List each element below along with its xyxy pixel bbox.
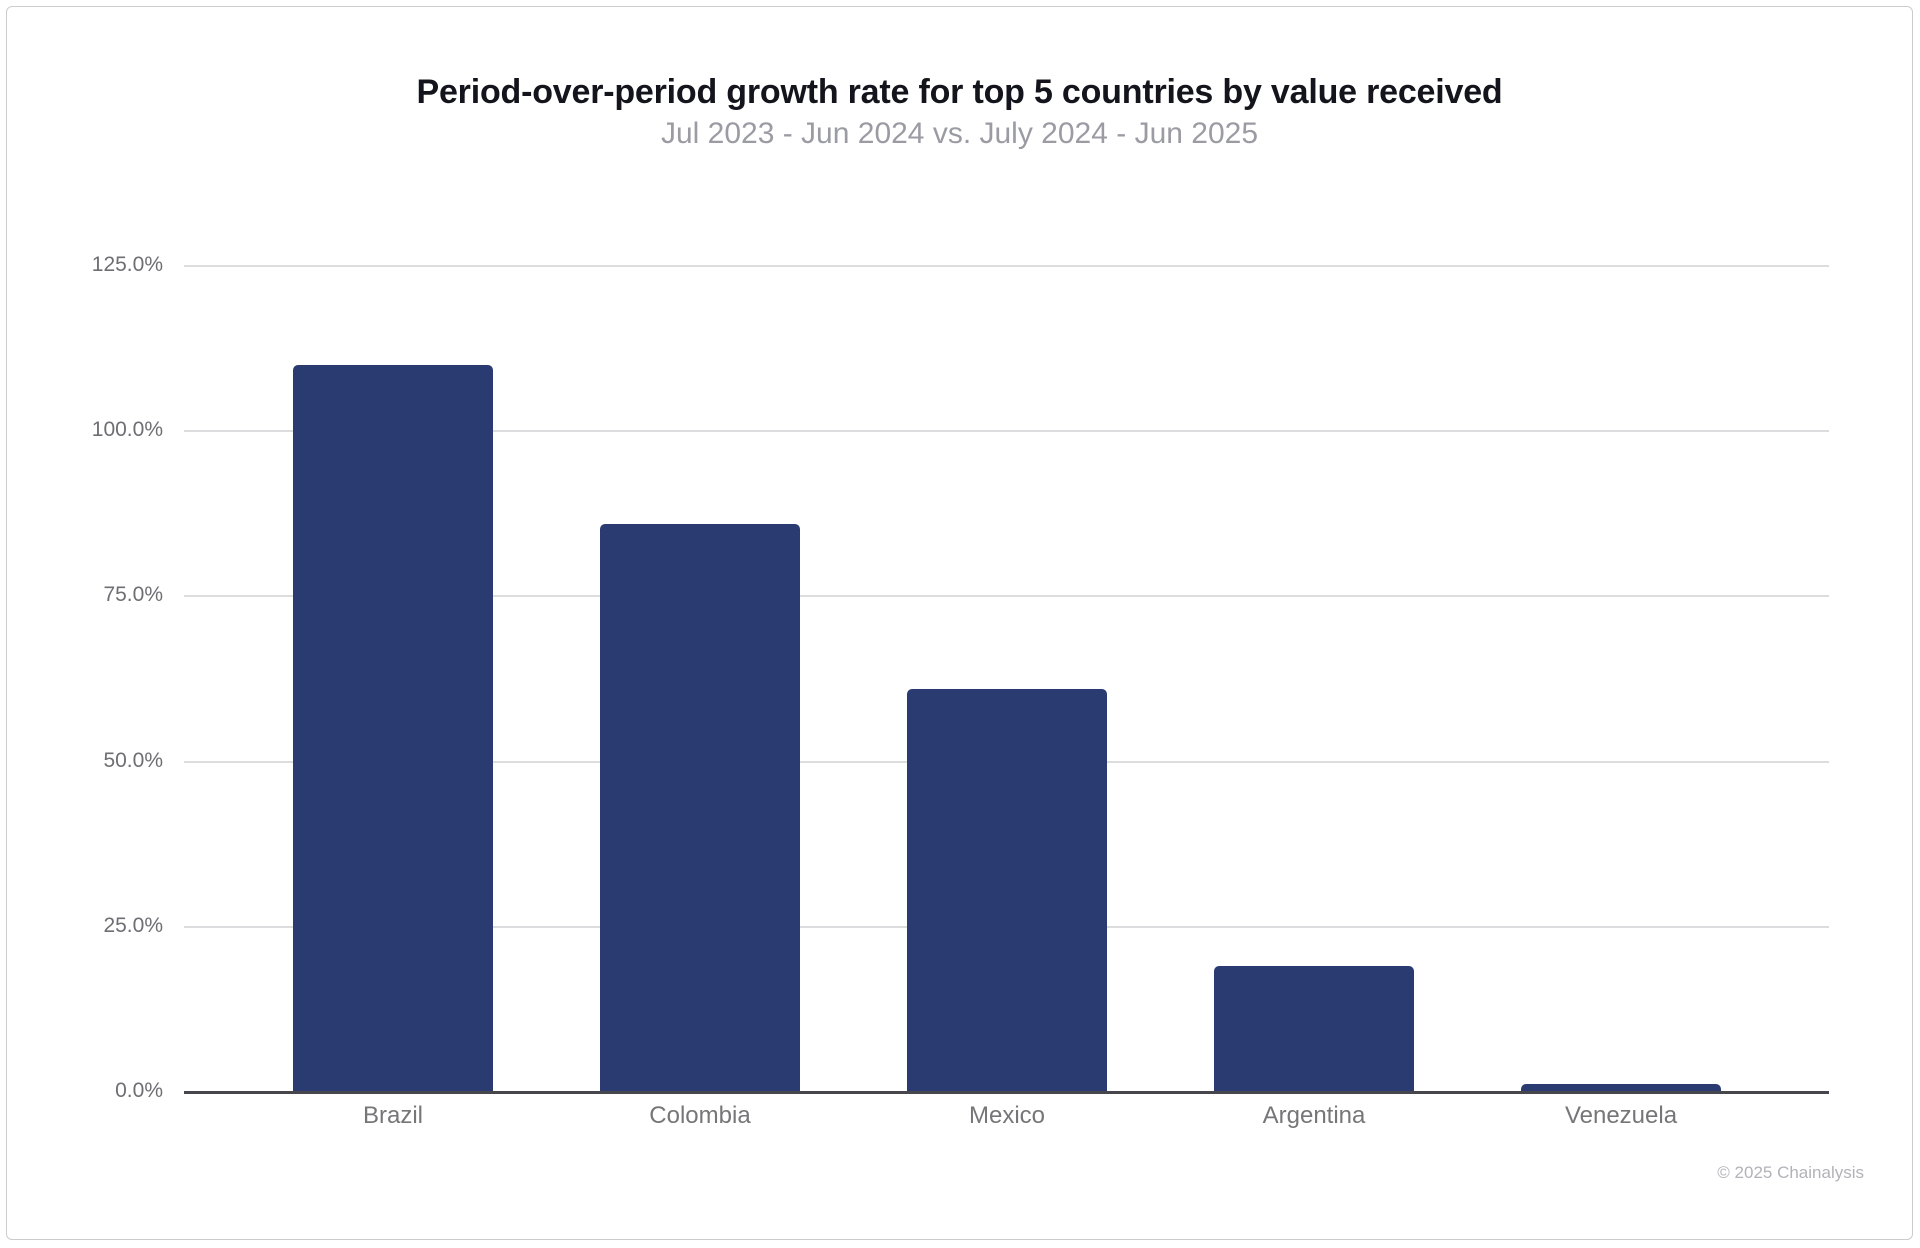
x-axis-line bbox=[184, 1091, 1829, 1094]
y-axis-tick-label: 100.0% bbox=[91, 418, 163, 442]
y-axis-tick-label: 25.0% bbox=[103, 913, 163, 937]
x-axis-label-colombia: Colombia bbox=[649, 1102, 751, 1129]
y-axis-tick-label: 125.0% bbox=[91, 253, 163, 276]
x-axis-label-venezuela: Venezuela bbox=[1564, 1102, 1678, 1129]
y-axis-tick-label: 75.0% bbox=[103, 583, 163, 607]
chart-subtitle: Jul 2023 - Jun 2024 vs. July 2024 - Jun … bbox=[660, 117, 1259, 150]
bar-colombia[interactable] bbox=[600, 524, 800, 1092]
x-axis-label-argentina: Argentina bbox=[1262, 1102, 1366, 1129]
copyright-credit: © 2025 Chainalysis bbox=[1717, 1163, 1864, 1182]
bar-mexico[interactable] bbox=[907, 689, 1107, 1092]
chart-card: Period-over-period growth rate for top 5… bbox=[6, 6, 1913, 1240]
plot-area: 125.0% 100.0% 75.0% 50.0% 25.0% 0.0% Brazil Col… bbox=[7, 7, 1912, 1239]
gridline-125.0% bbox=[184, 265, 1829, 267]
y-axis-tick-label: 50.0% bbox=[103, 748, 163, 772]
bar-brazil[interactable] bbox=[293, 365, 493, 1092]
bar-venezuela[interactable] bbox=[1521, 1084, 1721, 1092]
x-axis-label-mexico: Mexico bbox=[968, 1102, 1046, 1129]
chart-title: Period-over-period growth rate for top 5… bbox=[416, 73, 1503, 111]
gridline-75.0% bbox=[184, 595, 1829, 598]
bar-argentina[interactable] bbox=[1214, 966, 1414, 1092]
x-axis-label-brazil: Brazil bbox=[362, 1102, 423, 1129]
y-axis-tick-label: 0.0% bbox=[115, 1079, 163, 1102]
gridline-100.0% bbox=[184, 430, 1829, 433]
